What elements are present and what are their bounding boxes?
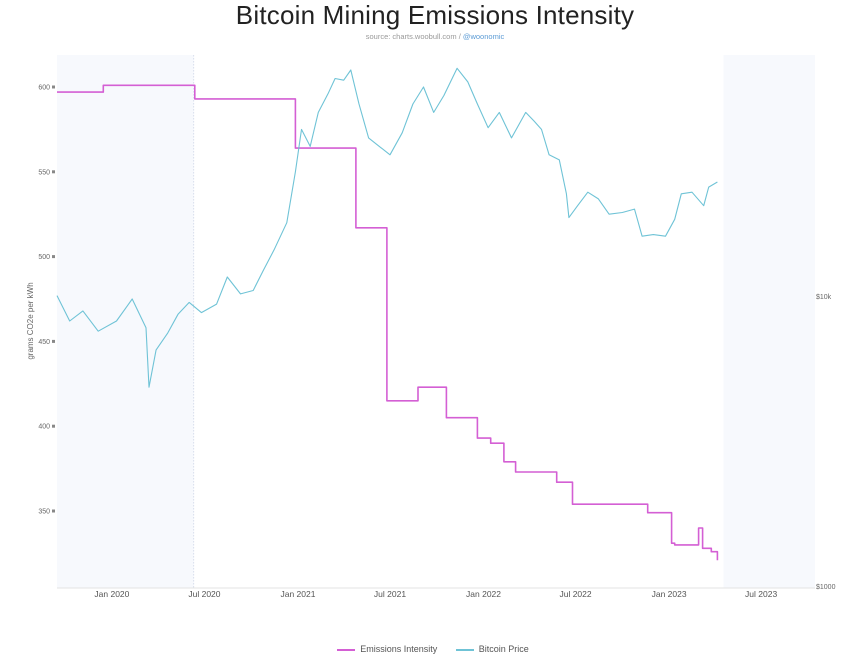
source-text: source: charts.woobull.com / (365, 32, 463, 41)
y-tick-label: 450 (38, 339, 50, 346)
chart-title: Bitcoin Mining Emissions Intensity (235, 0, 635, 30)
legend-item-emissions[interactable]: Emissions Intensity (337, 644, 437, 654)
y-tick-label: 500 (38, 254, 50, 261)
legend-swatch-emissions (337, 648, 356, 651)
legend-swatch-bitcoin-price (455, 648, 474, 651)
x-tick-label: Jan 2022 (466, 589, 501, 599)
legend-label-emissions: Emissions Intensity (360, 644, 438, 654)
x-tick-label: Jul 2021 (374, 589, 406, 599)
right-axis-label: $10k (816, 294, 832, 301)
shaded-regions (57, 55, 815, 588)
y-tick-mark (52, 424, 55, 428)
x-tick-label: Jul 2022 (559, 589, 591, 599)
y-tick-label: 400 (38, 424, 50, 431)
legend-item-bitcoin-price[interactable]: Bitcoin Price (455, 644, 529, 654)
y-tick-mark (52, 255, 55, 259)
source-handle-link[interactable]: @woonomic (462, 32, 505, 41)
y-axis-title: grams CO2e per kWh (26, 282, 35, 359)
y-tick-mark (52, 339, 55, 343)
y-tick-label: 600 (38, 85, 50, 92)
y-tick-label: 350 (38, 509, 50, 516)
x-tick-label: Jan 2021 (280, 589, 315, 599)
series-line-bitcoin-price (56, 67, 718, 388)
shaded-region (723, 55, 815, 588)
series-line-emissions-intensity (57, 84, 719, 561)
chart-subtitle: source: charts.woobull.com / @woonomic (0, 32, 850, 41)
y-axis: 600 550 500 450 400 350 (38, 85, 55, 516)
x-tick-label: Jan 2023 (652, 589, 687, 599)
y-tick-mark (52, 509, 55, 513)
x-axis: Jan 2020 Jul 2020 Jan 2021 Jul 2021 Jan 2022… (57, 587, 815, 599)
y-tick-mark (52, 170, 55, 174)
shaded-region (57, 55, 194, 588)
legend: Emissions Intensity Bitcoin Price (0, 644, 850, 654)
right-axis-label: $1000 (816, 584, 836, 591)
x-tick-label: Jan 2020 (94, 589, 129, 599)
x-tick-label: Jul 2023 (745, 589, 777, 599)
x-tick-label: Jul 2020 (188, 589, 220, 599)
legend-label-bitcoin-price: Bitcoin Price (478, 644, 529, 654)
y-tick-mark (52, 85, 55, 89)
y-tick-label: 550 (38, 169, 50, 176)
series-layer (56, 67, 719, 561)
